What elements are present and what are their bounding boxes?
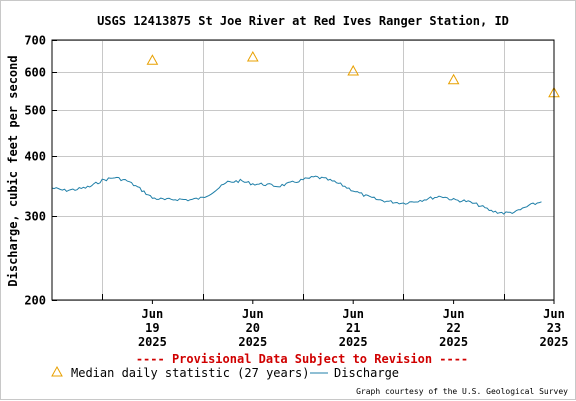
credit-text: Graph courtesy of the U.S. Geological Su… <box>356 387 568 396</box>
median-legend-triangle-icon <box>51 365 63 377</box>
legend-label-median: Median daily statistic (27 years) <box>71 366 309 380</box>
x-tick-label: 2025 <box>439 335 468 349</box>
legend-label-discharge: Discharge <box>334 366 399 380</box>
y-tick-label: 400 <box>24 150 46 164</box>
median-triangle-marker <box>347 64 360 76</box>
discharge-series-line <box>51 175 542 215</box>
legend: Median daily statistic (27 years) Discha… <box>51 365 399 380</box>
x-tick-label: 19 <box>145 321 159 335</box>
y-tick-label: 600 <box>24 66 46 80</box>
median-triangle-marker <box>246 50 259 62</box>
x-tick-label: 23 <box>547 321 561 335</box>
y-tick-label: 300 <box>24 210 46 224</box>
x-tick-label: 2025 <box>540 335 569 349</box>
y-tick-label: 200 <box>24 294 46 308</box>
y-tick-label: 500 <box>24 104 46 118</box>
y-tick-label: 700 <box>24 34 46 48</box>
x-tick-label: 20 <box>246 321 260 335</box>
x-tick-label: Jun <box>342 307 364 321</box>
x-tick-label: Jun <box>443 307 465 321</box>
grid <box>52 40 554 301</box>
series-layer <box>51 50 560 215</box>
median-triangle-marker <box>447 73 460 85</box>
chart-title: USGS 12413875 St Joe River at Red Ives R… <box>97 14 509 28</box>
x-tick-label: 22 <box>446 321 460 335</box>
provisional-banner: ---- Provisional Data Subject to Revisio… <box>136 352 468 366</box>
x-tick-label: 2025 <box>238 335 267 349</box>
x-tick-label: Jun <box>242 307 264 321</box>
x-tick-label: 21 <box>346 321 360 335</box>
x-tick-label: 2025 <box>339 335 368 349</box>
x-tick-label: Jun <box>543 307 565 321</box>
y-axis-label: Discharge, cubic feet per second <box>6 55 20 286</box>
x-tick-label: 2025 <box>138 335 167 349</box>
median-triangle-marker <box>146 54 159 65</box>
axis-ticks: 200300400500600700Jun192025Jun202025Jun2… <box>24 34 568 350</box>
x-tick-label: Jun <box>142 307 164 321</box>
